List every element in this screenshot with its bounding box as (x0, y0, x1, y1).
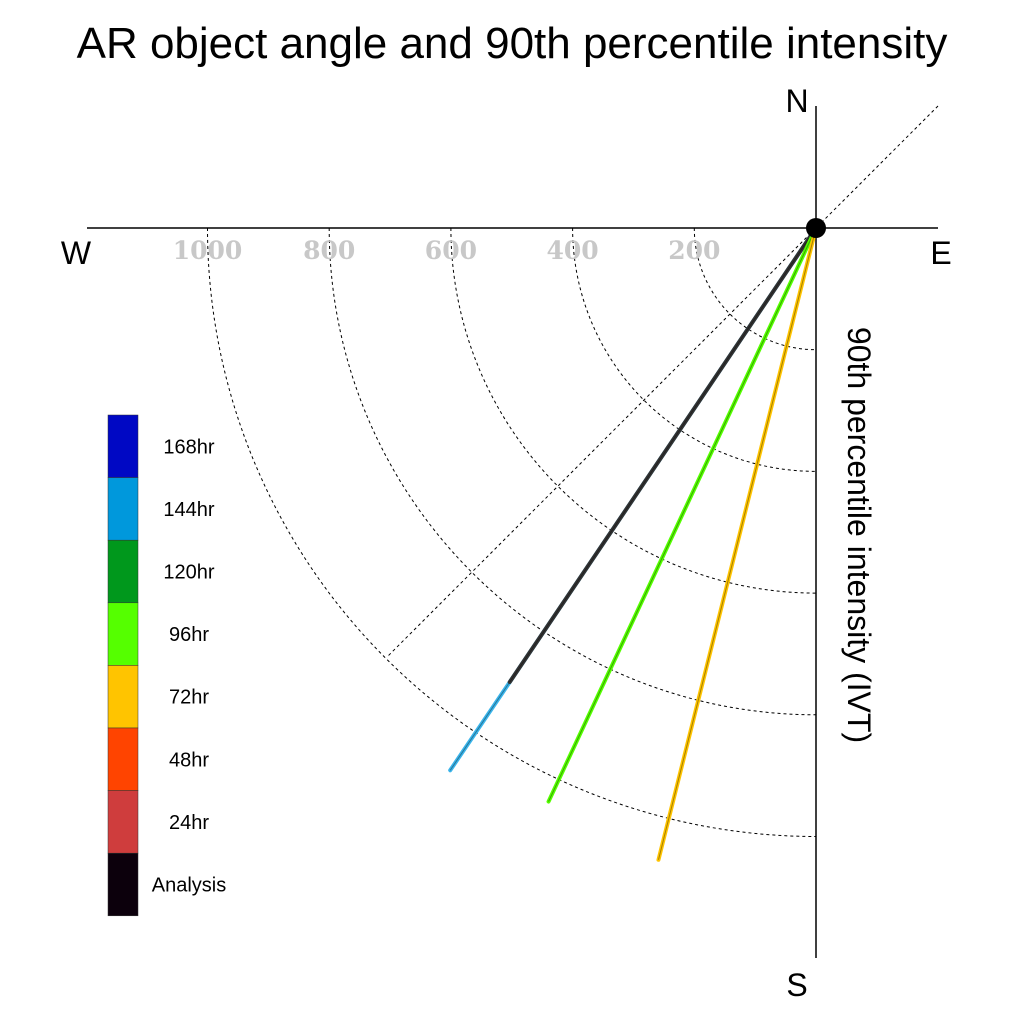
south-label: S (786, 967, 807, 1003)
west-label: W (61, 235, 92, 271)
radial-rings (207, 227, 817, 837)
legend-swatch (107, 852, 139, 917)
vector-outline (509, 227, 817, 683)
direction-vectors (448, 226, 818, 862)
legend-label: 144hr (163, 499, 214, 521)
radial-ring (450, 227, 817, 594)
legend-swatch (107, 790, 139, 854)
legend-label: 24hr (169, 812, 209, 834)
radial-tick-label: 800 (303, 236, 355, 265)
y-axis-label: 90th percentile intensity (IVT) (841, 327, 877, 743)
radial-ring (572, 227, 817, 472)
north-label: N (785, 83, 808, 119)
radial-tick-label: 200 (668, 236, 720, 265)
legend-label: Analysis (152, 875, 226, 897)
vector-outline (548, 227, 817, 802)
origin-marker (806, 218, 826, 238)
legend-swatch (107, 539, 139, 604)
legend-swatch (107, 665, 139, 729)
radial-tick-label: 1000 (173, 236, 243, 265)
vector-96hr (546, 226, 818, 804)
radial-tick-label: 600 (425, 236, 477, 265)
legend-swatch (107, 477, 139, 541)
radial-ring (693, 227, 817, 351)
legend-label: 168hr (163, 436, 214, 458)
radial-ring (207, 227, 817, 837)
legend-swatch (107, 414, 139, 478)
east-label: E (930, 235, 951, 271)
legend-label: 48hr (169, 749, 209, 771)
legend: 168hr 144hr 120hr 96hr 72hr 48hr 24hr Analysis (107, 414, 226, 917)
legend-swatch (107, 727, 139, 791)
vector-outline (658, 227, 817, 860)
legend-label: 120hr (163, 562, 214, 584)
radial-tick-labels: 1000 800 600 400 200 (173, 236, 721, 265)
legend-swatch (107, 602, 139, 666)
radial-tick-label: 400 (547, 236, 599, 265)
radial-ring (328, 227, 817, 716)
chart-title: AR object angle and 90th percentile inte… (77, 19, 948, 68)
vector-72hr (656, 226, 818, 862)
legend-label: 96hr (169, 624, 209, 646)
vector-analysis (507, 226, 818, 685)
legend-label: 72hr (169, 687, 209, 709)
diagonal-reference-line (386, 105, 939, 658)
